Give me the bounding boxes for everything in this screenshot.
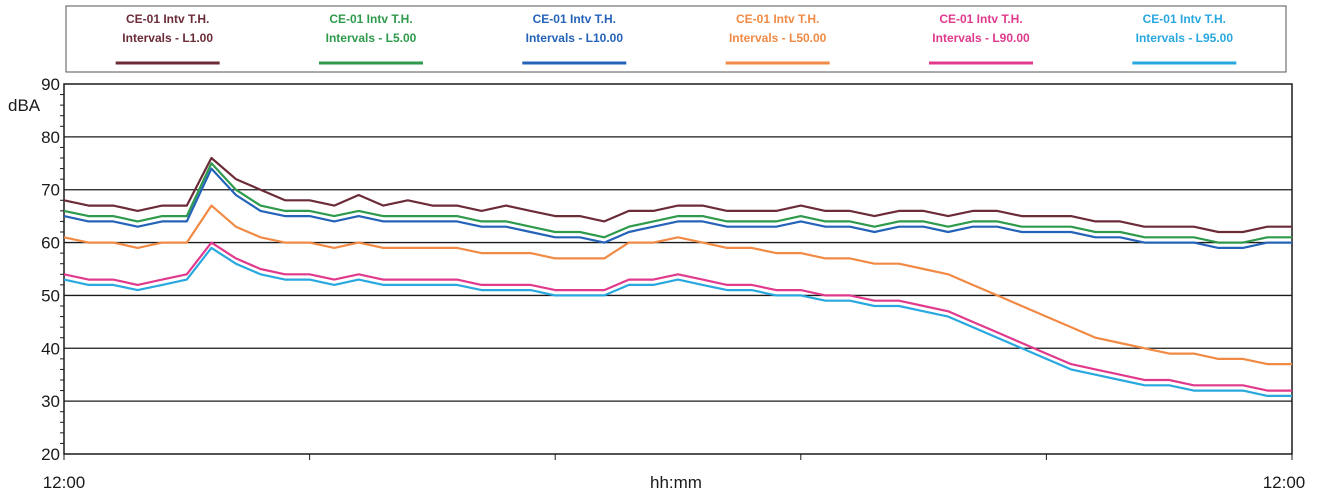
legend-label-line2: Intervals - L50.00 — [729, 31, 827, 45]
series-line-1 — [63, 156, 1292, 234]
legend: CE-01 Intv T.H. Intervals - L1.00 CE-01 In… — [115, 12, 1237, 65]
legend-label-line2: Intervals - L90.00 — [932, 31, 1030, 45]
legend-label-line1: CE-01 Intv T.H. — [533, 12, 616, 26]
y-tick-label: 20 — [41, 445, 60, 464]
x-axis-label: hh:mm — [650, 473, 702, 491]
series-line-2 — [63, 162, 1292, 244]
y-tick-label: 50 — [41, 286, 60, 305]
x-tick-label-start: 12:00 — [43, 473, 86, 491]
legend-label-line2: Intervals - L5.00 — [326, 31, 417, 45]
plot-area — [63, 83, 1293, 455]
legend-label-line1: CE-01 Intv T.H. — [1143, 12, 1226, 26]
legend-label-line1: CE-01 Intv T.H. — [126, 12, 209, 26]
series-line-4 — [63, 204, 1292, 366]
legend-label-line1: CE-01 Intv T.H. — [329, 12, 412, 26]
legend-label-line1: CE-01 Intv T.H. — [939, 12, 1022, 26]
legend-label-line1: CE-01 Intv T.H. — [736, 12, 819, 26]
series-line-6 — [63, 246, 1292, 397]
y-tick-label: 70 — [41, 181, 60, 200]
y-tick-label: 80 — [41, 128, 60, 147]
x-axis: 12:00 12:00 — [43, 454, 1306, 491]
series-lines — [63, 156, 1292, 397]
y-tick-label: 90 — [41, 75, 60, 94]
y-tick-label: 60 — [41, 234, 60, 253]
gridlines — [64, 136, 1292, 402]
legend-label-line2: Intervals - L10.00 — [526, 31, 624, 45]
legend-box — [65, 5, 1287, 73]
series-line-5 — [63, 241, 1292, 392]
x-tick-label-end: 12:00 — [1263, 473, 1306, 491]
y-tick-label: 30 — [41, 392, 60, 411]
legend-label-line2: Intervals - L95.00 — [1136, 31, 1234, 45]
y-axis-unit-label: dBA — [8, 96, 41, 115]
series-line-3 — [63, 167, 1292, 249]
legend-label-line2: Intervals - L1.00 — [122, 31, 213, 45]
y-tick-label: 40 — [41, 339, 60, 358]
y-axis: 20 30 40 50 60 70 80 90 — [41, 75, 64, 464]
